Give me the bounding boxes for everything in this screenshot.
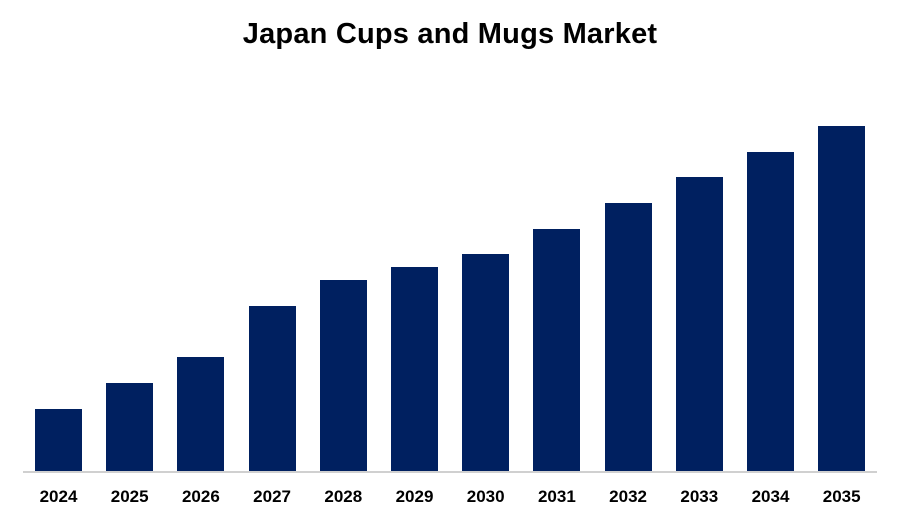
bar-2026 [177,357,225,472]
x-tick-label: 2024 [39,487,78,506]
bar-2035 [818,126,866,472]
chart-title: Japan Cups and Mugs Market [242,18,658,50]
x-tick-label: 2031 [537,487,576,506]
x-tick-label: 2028 [324,487,363,506]
bar-2033 [675,177,723,472]
x-tick-label: 2025 [110,487,149,506]
bar-2029 [391,267,438,472]
x-tick-label: 2034 [751,487,790,506]
bar-2025 [106,383,154,472]
x-tick-label: 2030 [466,487,505,506]
x-tick-label: 2035 [822,487,861,506]
x-tick-label: 2026 [181,487,220,506]
bar-2034 [747,152,794,472]
x-axis-line [23,471,877,473]
bar-2024 [35,409,82,472]
bar-2032 [604,203,652,472]
bar-2030 [462,254,510,472]
x-tick-label: 2027 [253,487,291,506]
bar-2031 [533,229,581,472]
x-tick-label: 2033 [680,487,719,506]
x-tick-label: 2032 [609,487,647,506]
x-tick-label: 2029 [395,487,434,506]
bar-2027 [248,306,296,472]
bar-2028 [319,280,367,472]
